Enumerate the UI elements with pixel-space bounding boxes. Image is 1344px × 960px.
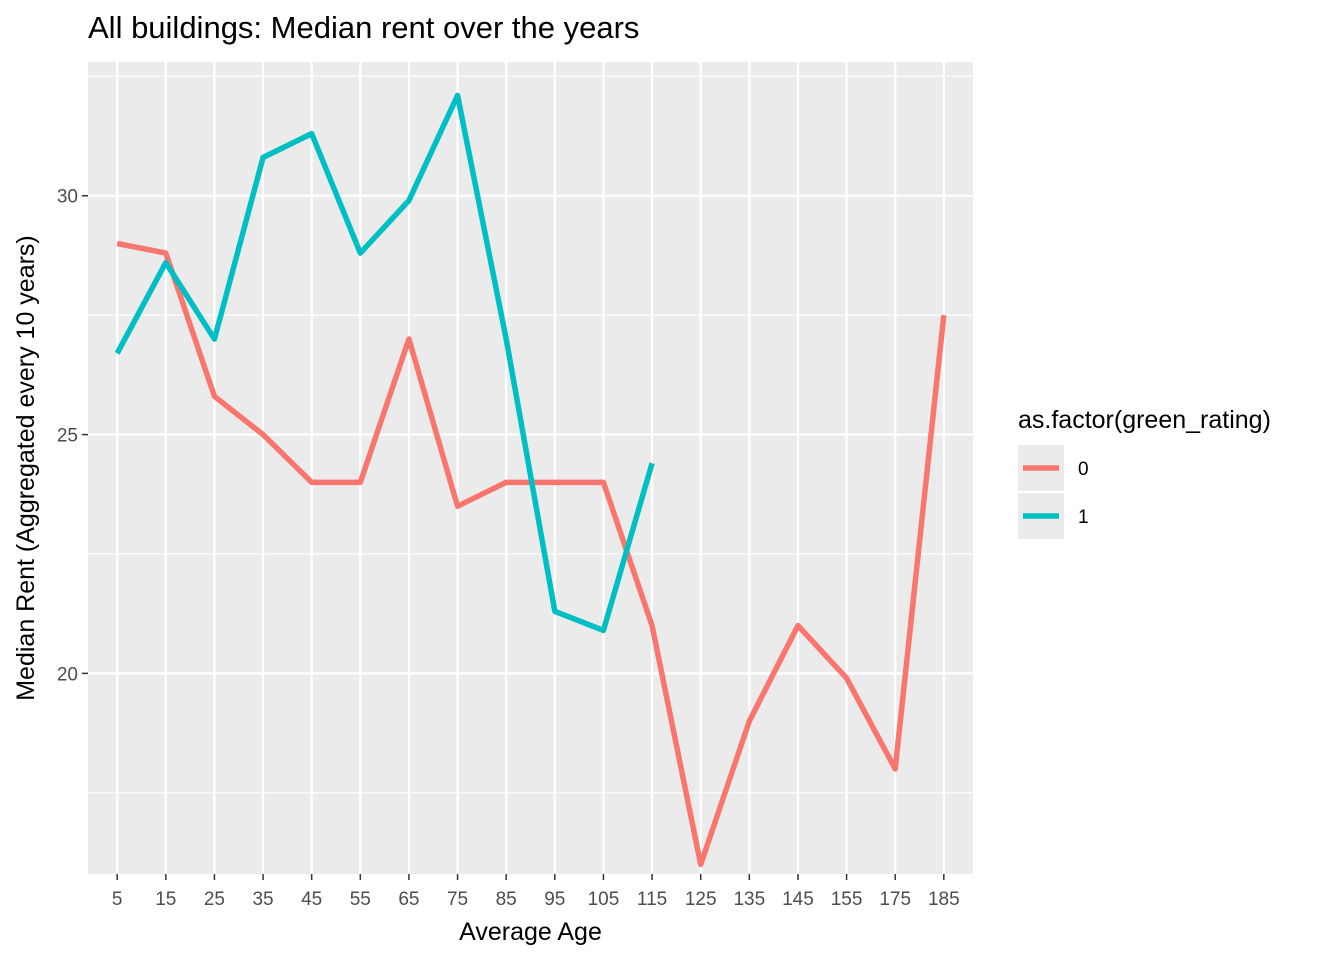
x-tick-label: 95 bbox=[544, 889, 565, 910]
x-tick-label: 105 bbox=[588, 889, 620, 910]
legend-label-0: 0 bbox=[1078, 459, 1089, 480]
grid-major bbox=[88, 62, 973, 874]
x-tick-label: 35 bbox=[252, 889, 273, 910]
series-line-1 bbox=[114, 92, 655, 634]
legend-title: as.factor(green_rating) bbox=[1018, 406, 1271, 434]
x-axis: 5 15 25 35 45 55 65 75 85 95 105 115 125 135 145 155 175… bbox=[112, 874, 960, 910]
y-tick-label: 30 bbox=[57, 187, 78, 208]
x-tick-label: 135 bbox=[733, 889, 765, 910]
legend: as.factor(green_rating) 0 1 bbox=[1018, 406, 1271, 539]
chart-title: All buildings: Median rent over the year… bbox=[88, 10, 639, 45]
x-axis-title: Average Age bbox=[459, 918, 602, 946]
x-tick-label: 55 bbox=[350, 889, 371, 910]
series-lines bbox=[114, 92, 947, 868]
x-tick-label: 85 bbox=[496, 889, 517, 910]
y-tick-label: 20 bbox=[57, 664, 78, 685]
y-tick-label: 25 bbox=[57, 426, 78, 447]
x-tick-label: 115 bbox=[637, 889, 667, 910]
x-tick-label: 5 bbox=[112, 889, 123, 910]
x-tick-label: 185 bbox=[928, 889, 960, 910]
x-tick-label: 45 bbox=[301, 889, 322, 910]
x-tick-label: 175 bbox=[879, 889, 911, 910]
x-tick-label: 155 bbox=[831, 889, 863, 910]
y-axis-title: Median Rent (Aggregated every 10 years) bbox=[12, 235, 40, 701]
legend-label-1: 1 bbox=[1078, 507, 1089, 528]
x-tick-label: 15 bbox=[155, 889, 176, 910]
grid-minor bbox=[88, 75, 973, 794]
x-tick-label: 145 bbox=[782, 889, 814, 910]
x-tick-label: 25 bbox=[204, 889, 225, 910]
x-tick-label: 125 bbox=[685, 889, 717, 910]
y-axis: 20 25 30 bbox=[57, 187, 88, 685]
x-tick-label: 75 bbox=[447, 889, 468, 910]
x-tick-label: 65 bbox=[398, 889, 419, 910]
